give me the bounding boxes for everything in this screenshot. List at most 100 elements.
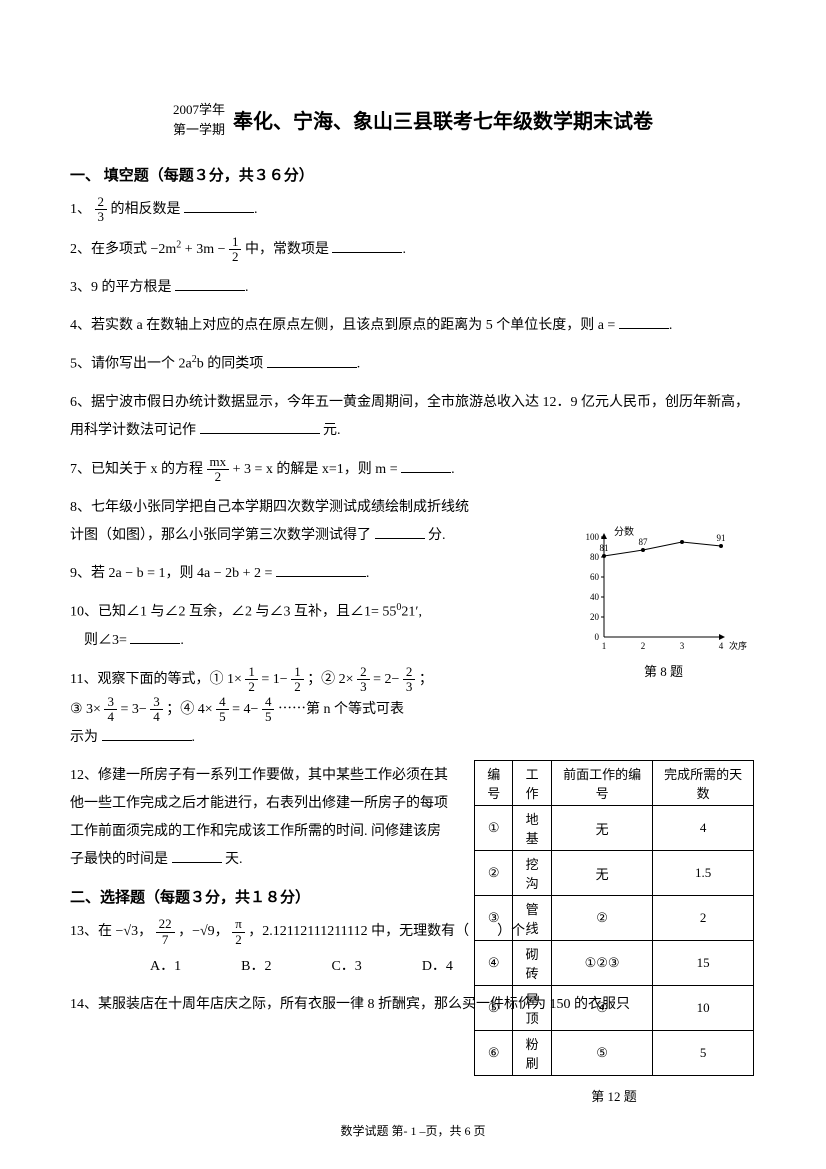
table-cell: ② [551, 896, 652, 941]
table-cell: ① [475, 806, 513, 851]
table-cell: ② [475, 851, 513, 896]
question-11: 11、观察下面的等式，① 1× 12 = 1− 12 ；② 2× 23 = 2−… [70, 665, 450, 752]
table-caption: 第 12 题 [474, 1086, 754, 1105]
q7-a: 7、已知关于 x 的方程 [70, 462, 207, 477]
q10-b: 21′, [401, 605, 422, 620]
q11-frac1b: 12 [291, 665, 304, 695]
q11-frac3a: 34 [104, 695, 117, 725]
q11-e: ； [419, 672, 433, 687]
table-row: ③管线②2 [475, 896, 754, 941]
q6-blank [200, 418, 320, 434]
q13-choice-b: B．2 [241, 953, 271, 981]
q10-blank [130, 628, 180, 644]
q1-blank [184, 197, 254, 213]
q13-frac1: 227 [156, 917, 175, 947]
q2-blank [332, 237, 402, 253]
table-cell: ⑤ [475, 986, 513, 1031]
q11-i: = 4− [232, 702, 258, 717]
svg-text:1: 1 [602, 641, 607, 651]
q11-frac4b: 45 [262, 695, 275, 725]
page-footer: 数学试题 第- 1 –页，共 6 页 [0, 1122, 826, 1139]
table-cell: ④ [475, 941, 513, 986]
table-header: 工作 [513, 761, 551, 806]
q6-b: 元. [323, 423, 341, 438]
q10-c: 则∠3= [84, 633, 127, 648]
table-row: ①地基无4 [475, 806, 754, 851]
question-12: 12、修建一所房子有一系列工作要做，其中某些工作必须在其他一些工作完成之后才能进… [70, 762, 450, 874]
svg-text:87: 87 [639, 537, 649, 547]
table-header: 编号 [475, 761, 513, 806]
svg-text:20: 20 [590, 612, 600, 622]
q11-g: = 3− [120, 702, 146, 717]
table-cell: 粉刷 [513, 1031, 551, 1076]
q12-b: 天. [225, 852, 243, 867]
title-main: 奉化、宁海、象山三县联考七年级数学期末试卷 [233, 105, 653, 134]
q7-blank [401, 457, 451, 473]
q10-a: 10、已知∠1 与∠2 互余，∠2 与∠3 互补，且∠1= 55 [70, 605, 396, 620]
q5-b: b 的同类项 [197, 357, 264, 372]
question-3: 3、9 的平方根是 . [70, 274, 756, 302]
question-4: 4、若实数 a 在数轴上对应的点在原点左侧，且该点到原点的距离为 5 个单位长度… [70, 312, 756, 340]
q11-a: 11、观察下面的等式，① 1× [70, 672, 242, 687]
svg-text:4: 4 [719, 641, 724, 651]
question-9: 9、若 2a − b = 1，则 4a − 2b + 2 = . [70, 560, 470, 588]
table-cell: 2 [653, 896, 754, 941]
q2-frac: 1 2 [229, 235, 242, 265]
question-1: 1、 2 3 的相反数是 . [70, 195, 756, 225]
svg-text:3: 3 [680, 641, 685, 651]
table-cell: ③ [475, 896, 513, 941]
q13-choice-a: A．1 [150, 953, 181, 981]
q2-sup: 2 [176, 239, 181, 250]
q1-frac: 2 3 [95, 195, 108, 225]
q2-c: 中，常数项是 [245, 242, 329, 257]
q13-choice-d: D．4 [422, 953, 453, 981]
svg-text:0: 0 [595, 632, 600, 642]
q2-b: + 3m − [185, 242, 229, 257]
q6-a: 6、据宁波市假日办统计数据显示，今年五一黄金周期间，全市旅游总收入达 12．9 … [70, 395, 749, 438]
q2-a: 2、在多项式 −2m [70, 242, 176, 257]
table-row: ⑥粉刷⑤5 [475, 1031, 754, 1076]
table-header: 完成所需的天数 [653, 761, 754, 806]
table-cell: ①②③ [551, 941, 652, 986]
q13-frac2: π2 [232, 917, 245, 947]
q12-table: 编号工作前面工作的编号完成所需的天数 ①地基无4②挖沟无1.5③管线②2④砌砖①… [474, 760, 754, 1076]
table-row: ②挖沟无1.5 [475, 851, 754, 896]
svg-text:100: 100 [586, 532, 600, 542]
q11-blank [102, 725, 192, 741]
table-header: 前面工作的编号 [551, 761, 652, 806]
q11-j: ⋯⋯第 n 个等式可表 [278, 702, 404, 717]
q12-table-wrap: 编号工作前面工作的编号完成所需的天数 ①地基无4②挖沟无1.5③管线②2④砌砖①… [474, 760, 754, 1105]
q5-a: 5、请你写出一个 2a [70, 357, 192, 372]
table-cell: 挖沟 [513, 851, 551, 896]
q11-h: ；④ 4× [166, 702, 212, 717]
q11-frac3b: 34 [150, 695, 163, 725]
q3-blank [175, 275, 245, 291]
page-title-row: 2007学年 第一学期 奉化、宁海、象山三县联考七年级数学期末试卷 [70, 100, 756, 139]
table-cell: 管线 [513, 896, 551, 941]
svg-text:次序: 次序 [729, 640, 747, 651]
q11-k: 示为 [70, 730, 98, 745]
question-10: 10、已知∠1 与∠2 互余，∠2 与∠3 互补，且∠1= 55021′, 则∠… [70, 598, 470, 655]
q9-a: 9、若 2a − b = 1，则 4a − 2b + 2 = [70, 566, 272, 581]
q11-c: ；② 2× [307, 672, 353, 687]
line-chart-svg: 100806040200分数1234次序818791 [576, 525, 751, 655]
q4-blank [619, 313, 669, 329]
title-year-sem: 2007学年 第一学期 [173, 100, 225, 139]
table-cell: 15 [653, 941, 754, 986]
table-cell: 地基 [513, 806, 551, 851]
q1-text: 的相反数是 [111, 202, 181, 217]
section1-header: 一、 填空题（每题３分，共３６分） [70, 164, 756, 185]
q8-b: 分. [428, 528, 446, 543]
table-cell: 5 [653, 1031, 754, 1076]
table-cell: ⑥ [475, 1031, 513, 1076]
q13-a: 13、在 −√3， [70, 924, 152, 939]
q5-blank [267, 352, 357, 368]
table-cell: 屋顶 [513, 986, 551, 1031]
q11-frac2b: 23 [403, 665, 416, 695]
table-row: ⑤屋顶④10 [475, 986, 754, 1031]
svg-text:80: 80 [590, 552, 600, 562]
q4-text: 4、若实数 a 在数轴上对应的点在原点左侧，且该点到原点的距离为 5 个单位长度… [70, 318, 615, 333]
q3-text: 3、9 的平方根是 [70, 280, 172, 295]
question-7: 7、已知关于 x 的方程 mx 2 + 3 = x 的解是 x=1，则 m = … [70, 455, 470, 485]
q8-chart: 100806040200分数1234次序818791 第 8 题 [576, 525, 751, 680]
